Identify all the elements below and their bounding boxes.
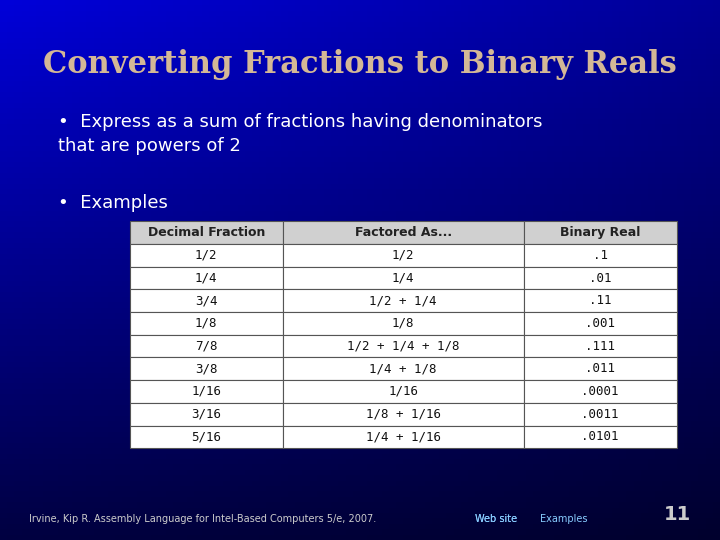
Text: 3/8: 3/8 bbox=[195, 362, 217, 375]
FancyBboxPatch shape bbox=[523, 289, 677, 312]
Text: .011: .011 bbox=[585, 362, 615, 375]
FancyBboxPatch shape bbox=[523, 426, 677, 448]
Text: .01: .01 bbox=[589, 272, 611, 285]
Text: .1: .1 bbox=[593, 249, 608, 262]
FancyBboxPatch shape bbox=[523, 267, 677, 289]
Text: 1/8 + 1/16: 1/8 + 1/16 bbox=[366, 408, 441, 421]
Text: 3/16: 3/16 bbox=[192, 408, 221, 421]
Text: .0011: .0011 bbox=[582, 408, 619, 421]
Text: .111: .111 bbox=[585, 340, 615, 353]
Text: Decimal Fraction: Decimal Fraction bbox=[148, 226, 265, 239]
Text: 1/2 + 1/4: 1/2 + 1/4 bbox=[369, 294, 437, 307]
Text: 1/16: 1/16 bbox=[388, 385, 418, 398]
Text: 3/4: 3/4 bbox=[195, 294, 217, 307]
FancyBboxPatch shape bbox=[130, 357, 283, 380]
Text: 1/2: 1/2 bbox=[392, 249, 415, 262]
Text: .0101: .0101 bbox=[582, 430, 619, 443]
FancyBboxPatch shape bbox=[283, 335, 523, 357]
FancyBboxPatch shape bbox=[523, 380, 677, 403]
FancyBboxPatch shape bbox=[523, 221, 677, 244]
Text: 1/4: 1/4 bbox=[392, 272, 415, 285]
Text: 1/8: 1/8 bbox=[195, 317, 217, 330]
Text: Factored As...: Factored As... bbox=[355, 226, 451, 239]
FancyBboxPatch shape bbox=[283, 244, 523, 267]
FancyBboxPatch shape bbox=[283, 380, 523, 403]
FancyBboxPatch shape bbox=[283, 289, 523, 312]
Text: Web site: Web site bbox=[475, 514, 518, 524]
Text: 1/4: 1/4 bbox=[195, 272, 217, 285]
FancyBboxPatch shape bbox=[130, 380, 283, 403]
Text: Web site: Web site bbox=[475, 514, 518, 524]
Text: 1/4 + 1/8: 1/4 + 1/8 bbox=[369, 362, 437, 375]
FancyBboxPatch shape bbox=[130, 244, 283, 267]
FancyBboxPatch shape bbox=[130, 403, 283, 426]
Text: Examples: Examples bbox=[540, 514, 588, 524]
Text: 1/8: 1/8 bbox=[392, 317, 415, 330]
FancyBboxPatch shape bbox=[523, 244, 677, 267]
FancyBboxPatch shape bbox=[523, 403, 677, 426]
FancyBboxPatch shape bbox=[130, 289, 283, 312]
Text: 1/2 + 1/4 + 1/8: 1/2 + 1/4 + 1/8 bbox=[347, 340, 459, 353]
Text: Irvine, Kip R. Assembly Language for Intel-Based Computers 5/e, 2007.: Irvine, Kip R. Assembly Language for Int… bbox=[29, 514, 376, 524]
FancyBboxPatch shape bbox=[283, 312, 523, 335]
FancyBboxPatch shape bbox=[130, 335, 283, 357]
Text: Binary Real: Binary Real bbox=[560, 226, 640, 239]
FancyBboxPatch shape bbox=[283, 221, 523, 244]
FancyBboxPatch shape bbox=[283, 426, 523, 448]
Text: 11: 11 bbox=[664, 505, 691, 524]
FancyBboxPatch shape bbox=[130, 312, 283, 335]
Text: 1/4 + 1/16: 1/4 + 1/16 bbox=[366, 430, 441, 443]
FancyBboxPatch shape bbox=[130, 426, 283, 448]
Text: .001: .001 bbox=[585, 317, 615, 330]
FancyBboxPatch shape bbox=[523, 357, 677, 380]
Text: 5/16: 5/16 bbox=[192, 430, 221, 443]
FancyBboxPatch shape bbox=[283, 357, 523, 380]
FancyBboxPatch shape bbox=[523, 335, 677, 357]
Text: •  Express as a sum of fractions having denominators
that are powers of 2: • Express as a sum of fractions having d… bbox=[58, 113, 542, 155]
Text: Converting Fractions to Binary Reals: Converting Fractions to Binary Reals bbox=[43, 49, 677, 79]
FancyBboxPatch shape bbox=[283, 403, 523, 426]
Text: •  Examples: • Examples bbox=[58, 194, 168, 212]
FancyBboxPatch shape bbox=[130, 221, 283, 244]
Text: 1/16: 1/16 bbox=[192, 385, 221, 398]
Text: 7/8: 7/8 bbox=[195, 340, 217, 353]
Text: 1/2: 1/2 bbox=[195, 249, 217, 262]
FancyBboxPatch shape bbox=[130, 267, 283, 289]
FancyBboxPatch shape bbox=[283, 267, 523, 289]
Text: .0001: .0001 bbox=[582, 385, 619, 398]
Text: .11: .11 bbox=[589, 294, 611, 307]
FancyBboxPatch shape bbox=[523, 312, 677, 335]
